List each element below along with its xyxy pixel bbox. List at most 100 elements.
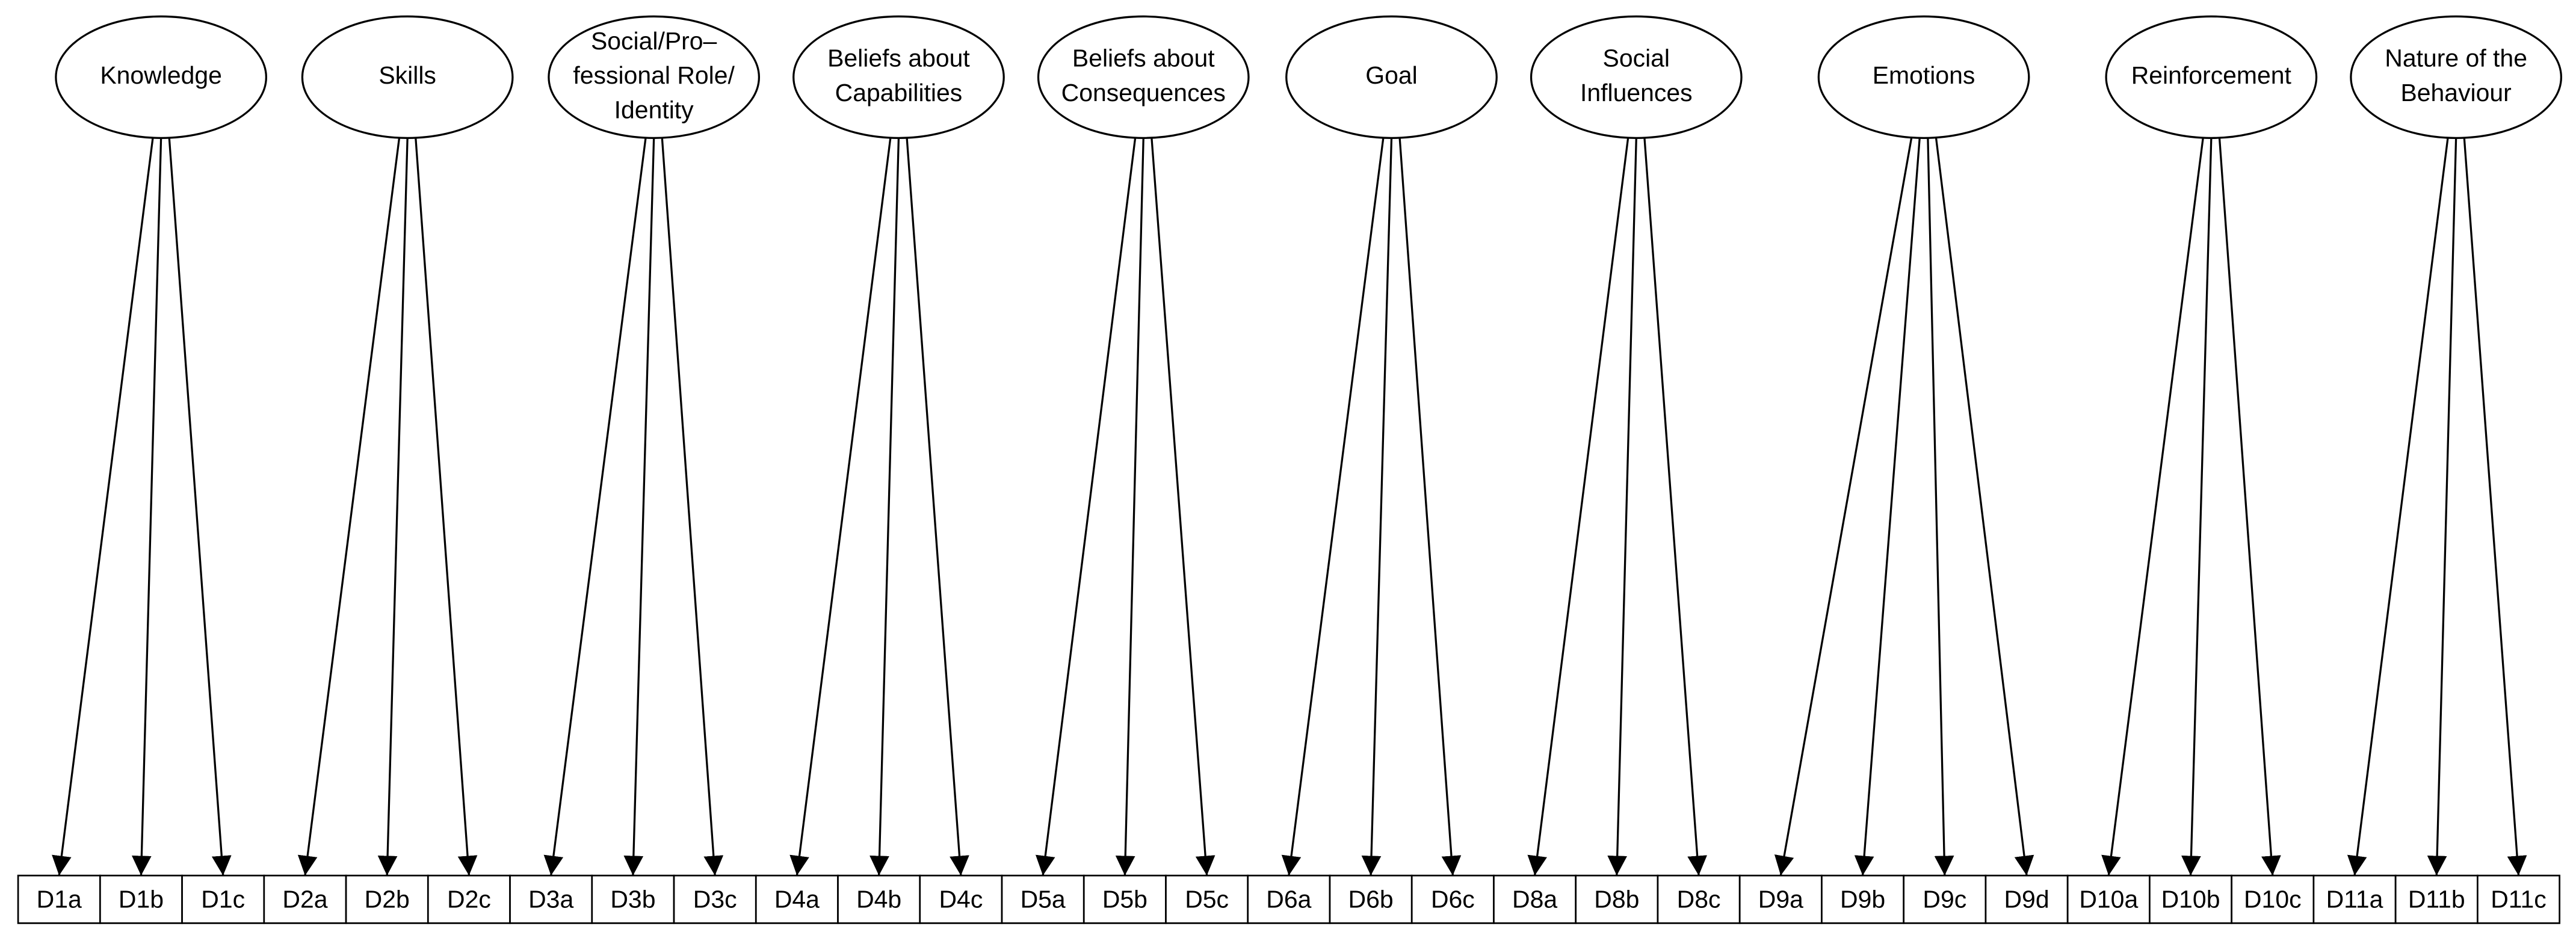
item-box (509, 874, 593, 924)
factor-label: Identity (614, 96, 694, 123)
arrow (543, 138, 647, 876)
item-label: D10a (2079, 885, 2138, 913)
item-box (1821, 874, 1905, 924)
item-label: D6b (1348, 885, 1394, 913)
item-box (755, 874, 839, 924)
factor-label: Consequences (1061, 79, 1226, 106)
item-label: D8a (1512, 885, 1557, 913)
item-box (263, 874, 347, 924)
arrow (168, 138, 232, 876)
factor-label: Social (1603, 44, 1670, 72)
arrow (1774, 138, 1913, 876)
arrow (1115, 138, 1144, 876)
item-label: D6c (1431, 885, 1475, 913)
item-box (2394, 874, 2479, 924)
item-box (345, 874, 429, 924)
item-label: D1a (37, 885, 82, 913)
factor-node (792, 15, 1005, 139)
arrow (2347, 138, 2449, 876)
item-label: D10b (2161, 885, 2220, 913)
item-box (1575, 874, 1659, 924)
factor-node (1817, 15, 2030, 139)
item-box (2066, 874, 2151, 924)
arrow (52, 138, 154, 876)
arrow (1927, 138, 1954, 876)
arrow (2463, 138, 2527, 876)
item-label: D3b (610, 885, 655, 913)
arrow (1643, 138, 1708, 876)
arrow (1151, 138, 1215, 876)
item-box (2312, 874, 2397, 924)
factor-label: Knowledge (100, 61, 222, 89)
factor-label: Capabilities (835, 79, 963, 106)
item-label: D5b (1102, 885, 1147, 913)
item-label: D9b (1840, 885, 1885, 913)
item-label: D1c (201, 885, 245, 913)
item-label: D4a (774, 885, 820, 913)
item-label: D8b (1594, 885, 1639, 913)
item-label: D5a (1021, 885, 1066, 913)
item-label: D4b (856, 885, 901, 913)
item-box (1247, 874, 1331, 924)
item-box (591, 874, 675, 924)
item-box (1083, 874, 1167, 924)
item-box (17, 874, 101, 924)
arrow (297, 138, 401, 876)
item-box (1001, 874, 1085, 924)
item-label: D2b (365, 885, 410, 913)
item-label: D1b (119, 885, 164, 913)
item-label: D3c (693, 885, 737, 913)
item-label: D10c (2244, 885, 2302, 913)
arrow (1527, 138, 1629, 876)
arrow (2427, 138, 2457, 876)
arrow (2181, 138, 2213, 876)
factor-label: Reinforcement (2131, 61, 2292, 89)
arrow (131, 138, 162, 876)
item-label: D11b (2408, 885, 2465, 913)
arrow (906, 138, 969, 876)
arrow (1607, 138, 1637, 876)
arrow (1361, 138, 1393, 876)
item-label: D11a (2326, 885, 2383, 913)
item-label: D2a (282, 885, 327, 913)
factor-label: Beliefs about (827, 44, 970, 72)
arrow (789, 138, 892, 876)
arrow (1935, 138, 2034, 876)
arrow (2101, 138, 2204, 876)
item-label: D9c (1923, 885, 1966, 913)
arrow (1035, 138, 1137, 876)
item-label: D11c (2491, 885, 2547, 913)
item-box (427, 874, 511, 924)
factor-node (2350, 15, 2563, 139)
item-box (1985, 874, 2069, 924)
arrow (623, 138, 655, 876)
arrow (661, 138, 724, 876)
item-label: D6a (1266, 885, 1311, 913)
arrow (1854, 138, 1921, 876)
arrow (869, 138, 900, 876)
item-box (919, 874, 1003, 924)
factor-node (1530, 15, 1743, 139)
item-label: D9a (1758, 885, 1803, 913)
arrow (1281, 138, 1385, 876)
arrow (377, 138, 409, 876)
factor-label: Skills (378, 61, 436, 89)
item-box (2149, 874, 2233, 924)
factor-label: fessional Role/ (573, 61, 735, 89)
arrow (415, 138, 478, 876)
item-box (2231, 874, 2315, 924)
factor-label: Behaviour (2400, 79, 2511, 106)
factor-label: Social/Pro– (591, 27, 717, 55)
factor-label: Influences (1580, 79, 1693, 106)
arrow (1398, 138, 1462, 876)
factor-label: Emotions (1873, 61, 1975, 89)
factor-label: Nature of the (2385, 44, 2527, 72)
item-label: D9d (2004, 885, 2049, 913)
item-label: D2c (447, 885, 491, 913)
factor-node (1037, 15, 1250, 139)
item-box (837, 874, 921, 924)
factor-label: Beliefs about (1072, 44, 1215, 72)
